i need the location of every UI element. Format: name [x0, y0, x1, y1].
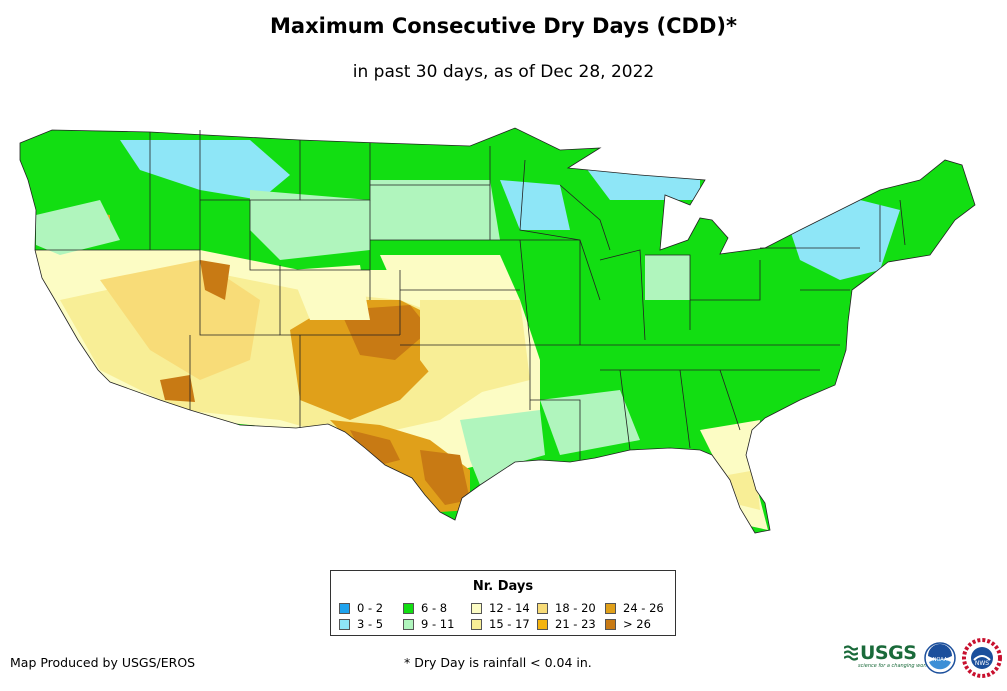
- usgs-tagline: science for a changing world: [858, 663, 930, 669]
- dry-day-footnote: * Dry Day is rainfall < 0.04 in.: [404, 655, 592, 670]
- legend-item-9-11: 9 - 11: [403, 617, 454, 631]
- legend: Nr. Days 0 - 2 3 - 5 6 - 8 9 - 11 12 - 1…: [330, 570, 676, 636]
- noaa-logo: NOAA: [924, 642, 956, 674]
- legend-item-0-2: 0 - 2: [339, 601, 383, 615]
- legend-swatch: [471, 603, 482, 614]
- legend-swatch: [339, 619, 350, 630]
- legend-item-gt-26: > 26: [605, 617, 651, 631]
- noaa-logo-text: NOAA: [933, 657, 948, 663]
- map-credit: Map Produced by USGS/EROS: [10, 655, 196, 670]
- legend-item-3-5: 3 - 5: [339, 617, 383, 631]
- legend-item-24-26: 24 - 26: [605, 601, 664, 615]
- map-subtitle: in past 30 days, as of Dec 28, 2022: [352, 62, 655, 82]
- legend-swatch: [403, 619, 414, 630]
- legend-swatch: [605, 603, 616, 614]
- legend-swatch: [537, 603, 548, 614]
- legend-item-18-20: 18 - 20: [537, 601, 596, 615]
- legend-item-12-14: 12 - 14: [471, 601, 530, 615]
- legend-title: Nr. Days: [472, 579, 534, 594]
- cdd-map: [19, 127, 976, 534]
- legend-item-21-23: 21 - 23: [537, 617, 596, 631]
- legend-swatch: [605, 619, 616, 630]
- legend-swatch: [537, 619, 548, 630]
- nws-logo-text: NWS: [975, 660, 989, 667]
- nws-logo: NWS: [962, 638, 1002, 678]
- legend-item-6-8: 6 - 8: [403, 601, 447, 615]
- map-title: Maximum Consecutive Dry Days (CDD)*: [270, 14, 737, 38]
- usgs-logo: USGS science for a changing world: [844, 642, 930, 672]
- legend-swatch: [471, 619, 482, 630]
- usgs-logo-text: USGS: [860, 642, 917, 664]
- legend-swatch: [403, 603, 414, 614]
- legend-swatch: [339, 603, 350, 614]
- legend-item-15-17: 15 - 17: [471, 617, 530, 631]
- usgs-wave-icon: [844, 645, 858, 661]
